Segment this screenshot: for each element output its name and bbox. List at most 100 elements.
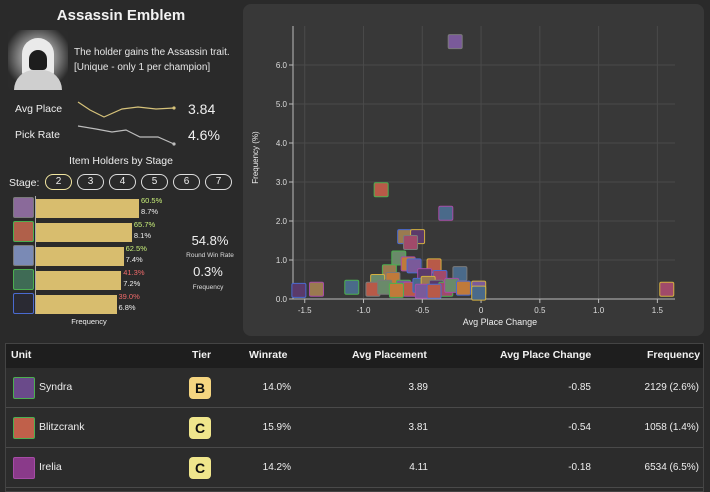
item-description: The holder gains the Assassin trait. [Un… — [74, 45, 239, 75]
stage-label: Stage: — [9, 177, 40, 189]
avg-placement-cell: 3.81 — [408, 422, 428, 433]
champion-point — [438, 205, 454, 221]
unit-name: Syndra — [39, 381, 73, 393]
champion-point — [471, 285, 487, 301]
item-title: Assassin Emblem — [56, 7, 186, 24]
frequency-bar — [36, 247, 124, 266]
frequency-bar — [36, 271, 122, 290]
avg-place-change-cell: -0.54 — [568, 422, 591, 433]
header-tier[interactable]: Tier — [192, 349, 212, 361]
frequency-percent: 6.8% — [118, 303, 136, 312]
champion-point — [447, 34, 463, 50]
frequency-cell: 1058 (1.4%) — [644, 422, 699, 433]
header-frequency[interactable]: Frequency — [647, 349, 701, 361]
tier-badge: C — [189, 417, 211, 439]
x-tick-label: -1.0 — [357, 306, 371, 315]
champion-point — [659, 281, 675, 297]
table-row[interactable]: Irelia C 14.2% 4.11 -0.18 6534 (6.5%) — [6, 448, 703, 488]
x-tick-label: -1.5 — [298, 306, 312, 315]
frequency-bar — [36, 295, 117, 314]
round-win-percent: 41.3% — [123, 268, 145, 277]
stage-button-6[interactable]: 6 — [173, 174, 200, 190]
header-winrate[interactable]: Winrate — [249, 349, 288, 361]
stage-button-2[interactable]: 2 — [45, 174, 72, 190]
scatter-panel: -1.5 -1.0 -0.5 0 0.5 1.0 1.5 0.0 1.0 2.0 3.0 4.0 5.0… — [243, 4, 704, 336]
winrate-cell: 14.2% — [262, 462, 291, 473]
holders-title: Item Holders by Stage — [69, 155, 173, 167]
assassin-emblem-icon — [8, 30, 68, 90]
avg-place-sparkline — [77, 101, 176, 118]
avg-place-value: 3.84 — [188, 101, 216, 117]
holder-bar-row — [13, 221, 173, 242]
round-win-percent: 39.0% — [118, 292, 140, 301]
y-tick-label: 2.0 — [276, 217, 288, 226]
frequency-value: 0.3% — [193, 264, 223, 279]
frequency-bar — [36, 223, 132, 242]
unit-portrait-icon — [13, 377, 35, 399]
x-tick-label: 0 — [479, 306, 484, 315]
stage-button-5[interactable]: 5 — [141, 174, 168, 190]
header-avg-place-change[interactable]: Avg Place Change — [500, 349, 592, 361]
table-row[interactable]: Syndra B 14.0% 3.89 -0.85 2129 (2.6%) — [6, 368, 703, 408]
frequency-percent: 8.1% — [133, 231, 151, 240]
champion-point — [373, 182, 389, 198]
header-unit[interactable]: Unit — [11, 349, 32, 361]
holder-bar-row — [13, 269, 173, 290]
round-win-percent: 65.7% — [133, 220, 156, 229]
pick-rate-sparkline — [77, 125, 176, 146]
unit-portrait-icon — [13, 417, 35, 439]
holder-bar-row — [13, 293, 173, 314]
stage-button-4[interactable]: 4 — [109, 174, 136, 190]
frequency-percent: 8.7% — [141, 207, 159, 216]
tier-badge: B — [189, 377, 211, 399]
stage-button-7[interactable]: 7 — [205, 174, 232, 190]
avg-place-change-cell: -0.18 — [568, 462, 591, 473]
y-tick-label: 6.0 — [276, 61, 288, 70]
avg-place-change-cell: -0.85 — [568, 382, 591, 393]
avg-placement-cell: 4.11 — [409, 462, 428, 473]
y-axis-label: Frequency (%) — [251, 131, 260, 184]
round-win-value: 54.8% — [191, 233, 229, 248]
y-tick-label: 0.0 — [276, 295, 288, 304]
unit-name: Blitzcrank — [39, 421, 85, 433]
scatter-chart: -1.5 -1.0 -0.5 0 0.5 1.0 1.5 0.0 1.0 2.0 3.0 4.0 5.0… — [251, 26, 675, 327]
frequency-percent: 7.4% — [125, 255, 143, 264]
frequency-cell: 2129 (2.6%) — [644, 382, 699, 393]
champion-point — [344, 279, 360, 295]
round-win-label: Round Win Rate — [186, 252, 234, 259]
frequency-bar — [36, 199, 139, 218]
pick-rate-value: 4.6% — [188, 127, 220, 143]
frequency-label: Frequency — [192, 284, 224, 291]
y-tick-label: 4.0 — [276, 139, 288, 148]
champion-portrait-icon — [13, 221, 34, 242]
round-win-percent: 60.5% — [141, 196, 163, 205]
bar-frequency-caption: Frequency — [71, 317, 107, 326]
champion-point — [426, 283, 442, 299]
pick-rate-label: Pick Rate — [15, 129, 60, 141]
y-tick-label: 3.0 — [276, 178, 288, 187]
stage-button-3[interactable]: 3 — [77, 174, 104, 190]
x-tick-label: 1.0 — [593, 306, 605, 315]
champion-portrait-icon — [13, 269, 34, 290]
description-line-2: [Unique - only 1 per champion] — [74, 62, 211, 73]
table-header: Unit Tier Winrate Avg Placement Avg Plac… — [6, 344, 703, 368]
round-win-percent: 62.5% — [125, 244, 147, 253]
champion-portrait-icon — [13, 245, 34, 266]
winrate-cell: 14.0% — [262, 382, 291, 393]
avg-place-label: Avg Place — [15, 103, 63, 115]
description-line-1: The holder gains the Assassin trait. — [74, 47, 230, 58]
avg-placement-cell: 3.89 — [408, 382, 428, 393]
units-table: Unit Tier Winrate Avg Placement Avg Plac… — [5, 343, 704, 492]
x-axis-label: Avg Place Change — [463, 317, 537, 327]
header-avg-placement[interactable]: Avg Placement — [352, 349, 427, 361]
winrate-cell: 15.9% — [262, 422, 291, 433]
x-tick-label: 0.5 — [534, 306, 546, 315]
holder-bar-row — [13, 197, 173, 218]
y-tick-label: 1.0 — [276, 256, 288, 265]
tier-badge: C — [189, 457, 211, 479]
champion-point — [455, 280, 471, 296]
bar-axis — [35, 196, 36, 314]
unit-portrait-icon — [13, 457, 35, 479]
table-row[interactable]: Blitzcrank C 15.9% 3.81 -0.54 1058 (1.4%) — [6, 408, 703, 448]
y-tick-label: 5.0 — [276, 100, 288, 109]
